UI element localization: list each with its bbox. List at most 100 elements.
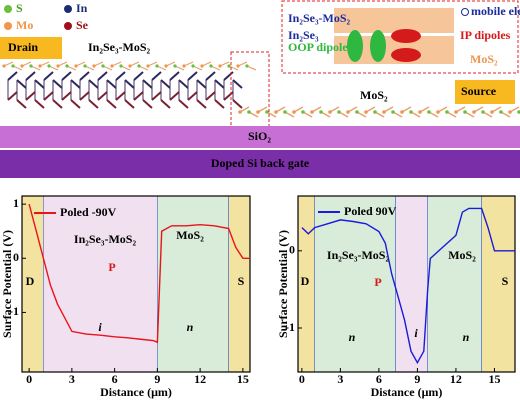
atom xyxy=(74,64,78,68)
bond xyxy=(88,99,99,109)
bond xyxy=(124,99,135,109)
bond xyxy=(102,65,113,71)
bond xyxy=(66,65,77,71)
bond xyxy=(7,91,18,101)
bond xyxy=(178,79,189,89)
x-tick-label: 12 xyxy=(194,372,206,386)
annotation: P xyxy=(374,275,381,289)
inset-label: In₂Se₃ xyxy=(288,28,319,42)
annotation: P xyxy=(108,260,115,274)
atom xyxy=(445,110,449,114)
bond xyxy=(79,91,90,101)
region xyxy=(157,195,229,373)
bond xyxy=(61,91,72,101)
atom-label: S xyxy=(16,1,23,15)
bond xyxy=(129,61,140,67)
annotation: i xyxy=(414,326,418,340)
bond xyxy=(61,71,72,81)
bond xyxy=(151,71,162,81)
atom xyxy=(490,110,494,114)
atom xyxy=(409,110,413,114)
bond xyxy=(214,99,225,109)
inset-label: MoS₂ xyxy=(470,52,498,66)
bond xyxy=(205,91,216,101)
sio2-layer xyxy=(0,126,520,148)
atom xyxy=(238,110,242,114)
bond xyxy=(30,65,41,71)
x-tick-label: 0 xyxy=(26,372,32,386)
region xyxy=(427,195,482,373)
bond xyxy=(214,79,225,89)
bond xyxy=(97,71,108,81)
x-tick-label: 3 xyxy=(337,372,343,386)
atom xyxy=(191,64,195,68)
atom xyxy=(454,110,458,114)
atom xyxy=(245,64,249,68)
bond xyxy=(70,79,81,89)
atom xyxy=(391,110,395,114)
atom xyxy=(92,64,96,68)
bond xyxy=(210,65,221,71)
bond xyxy=(147,61,158,67)
x-tick-label: 15 xyxy=(488,372,500,386)
bond xyxy=(133,91,144,101)
bond xyxy=(237,61,248,67)
bond xyxy=(79,71,90,81)
atom xyxy=(328,110,332,114)
plot-frame xyxy=(21,195,251,373)
annotation: n xyxy=(187,320,194,334)
bond xyxy=(43,71,54,81)
bond xyxy=(115,91,126,101)
atom xyxy=(65,64,69,68)
annotation: i xyxy=(98,320,102,334)
atom xyxy=(155,64,159,68)
bond xyxy=(151,91,162,101)
region xyxy=(314,195,396,373)
atom xyxy=(337,110,341,114)
atom xyxy=(83,64,87,68)
bond xyxy=(160,99,171,109)
atom xyxy=(463,110,467,114)
bond xyxy=(39,61,50,67)
bond xyxy=(142,79,153,89)
x-tick-label: 6 xyxy=(376,372,382,386)
bond xyxy=(156,65,167,71)
legend-label: Poled 90V xyxy=(344,204,397,218)
atom xyxy=(301,110,305,114)
oop-dipole xyxy=(370,30,386,62)
x-axis-label: Distance (μm) xyxy=(371,385,443,399)
region xyxy=(395,195,428,373)
atom xyxy=(382,110,386,114)
bond xyxy=(174,65,185,71)
atom-label: In xyxy=(76,1,88,15)
sio2-label: SiO₂ xyxy=(248,129,271,143)
bond xyxy=(111,61,122,67)
annotation: D xyxy=(301,274,310,288)
lattice xyxy=(2,61,520,118)
atom-se xyxy=(64,22,72,30)
atom xyxy=(274,110,278,114)
drain-box xyxy=(0,37,62,59)
atom xyxy=(346,110,350,114)
bond xyxy=(192,65,203,71)
atom-label: Mo xyxy=(16,18,33,32)
y-tick-label: 1 xyxy=(13,196,19,210)
plot-frame xyxy=(297,195,516,373)
bond xyxy=(232,99,243,109)
bond xyxy=(196,99,207,109)
atom xyxy=(101,64,105,68)
schematic: S In Mo Se Drain In₂Se₃-MoS₂ MoS₂ Source… xyxy=(0,0,520,180)
charts: 0 3 6 9 12 15 1 0 -1 Distance (μm) Surface Potenti… xyxy=(0,195,516,399)
annotation: In₂Se₃-MoS₂ xyxy=(74,232,137,246)
bond xyxy=(52,79,63,89)
bond xyxy=(142,99,153,109)
atom xyxy=(38,64,42,68)
atom xyxy=(182,64,186,68)
bond xyxy=(34,79,45,89)
bond xyxy=(187,91,198,101)
series-line xyxy=(28,203,250,344)
bond xyxy=(165,61,176,67)
atom-label: Se xyxy=(76,18,89,32)
inset-label: OOP dipoles xyxy=(288,40,353,54)
bond xyxy=(3,61,14,67)
